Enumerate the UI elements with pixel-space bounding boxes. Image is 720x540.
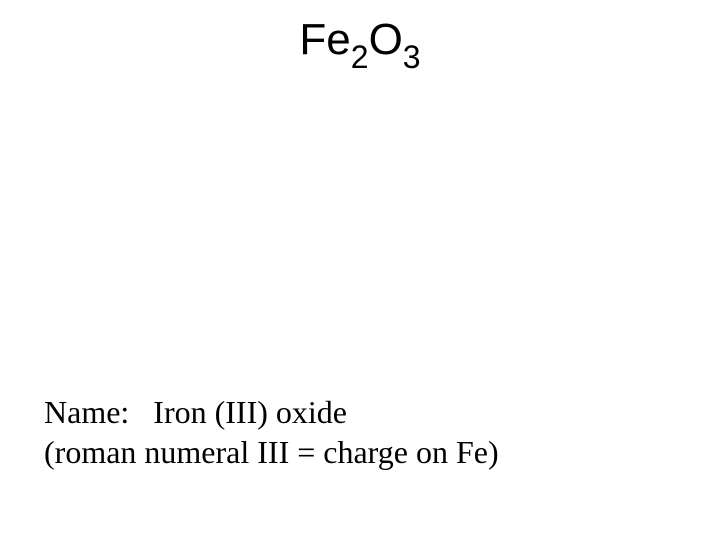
element-2-symbol: O [369,15,403,64]
slide: Fe2O3 Name: Iron (III) oxide (roman nume… [0,0,720,540]
name-line: Name: Iron (III) oxide [44,392,499,432]
name-value: Iron (III) oxide [153,394,347,430]
name-label: Name: [44,394,129,430]
body-text: Name: Iron (III) oxide (roman numeral II… [44,392,499,472]
element-2-subscript: 3 [403,39,421,75]
element-1-subscript: 2 [351,39,369,75]
explanation-line: (roman numeral III = charge on Fe) [44,432,499,472]
element-1-symbol: Fe [299,15,350,64]
chemical-formula: Fe2O3 [0,18,720,69]
